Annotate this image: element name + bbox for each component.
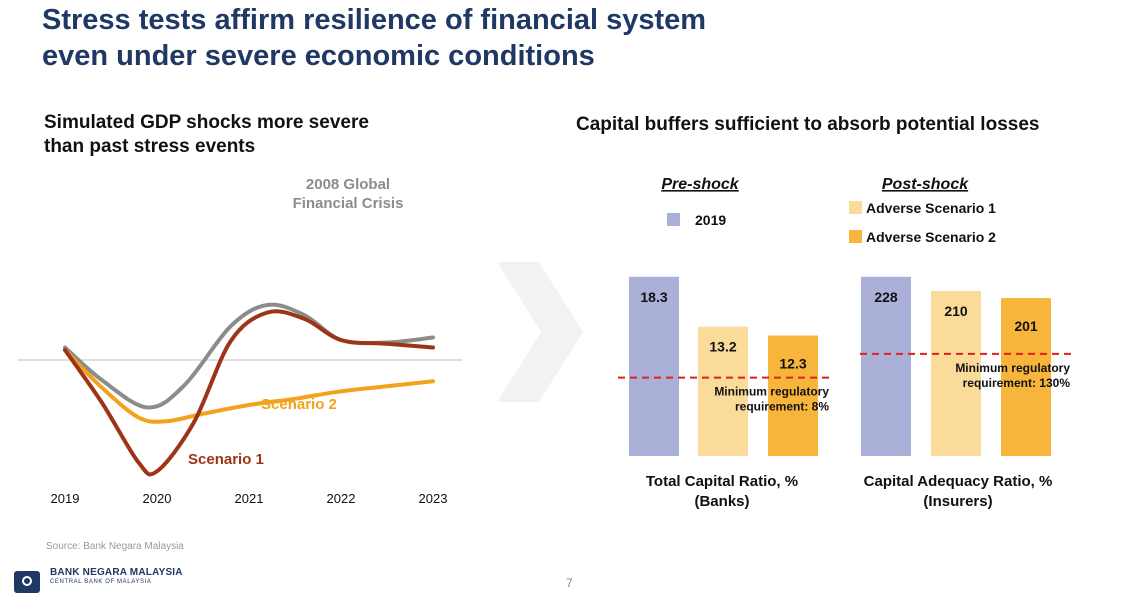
group-label-line-2: (Insurers) — [923, 493, 992, 510]
scenario-1-line — [63, 309, 435, 477]
page-number: 7 — [566, 576, 573, 590]
bank-subname: CENTRAL BANK OF MALAYSIA — [50, 579, 152, 585]
page-title: Stress tests affirm resilience of financ… — [42, 2, 706, 74]
pre-shock-heading: Pre-shock — [661, 176, 739, 193]
right-chart-heading: Capital buffers sufficient to absorb pot… — [576, 114, 1040, 135]
bar-0-1 — [698, 326, 748, 456]
page-title-line-1: Stress tests affirm resilience of financ… — [42, 4, 707, 36]
left-heading-line-1: Simulated GDP shocks more severe — [44, 112, 369, 133]
bar-1-1 — [931, 290, 981, 456]
legend-adverse-scenario-2-swatch — [849, 230, 862, 243]
chevron-right-icon — [497, 262, 583, 402]
legend-adverse-scenario-1-swatch — [849, 201, 862, 214]
bar-value-label: 201 — [1014, 318, 1038, 334]
bar-value-label: 210 — [944, 303, 968, 319]
x-tick-label: 2021 — [235, 491, 264, 506]
x-tick-label: 2022 — [327, 491, 356, 506]
x-tick-label: 2023 — [419, 491, 448, 506]
legend-adverse-scenario-2-label: Adverse Scenario 2 — [866, 229, 996, 245]
bar-1-0 — [861, 276, 911, 456]
gdp-line-chart: 2019 2020 2021 2022 2023 2008 Global Financial… — [18, 176, 462, 506]
x-tick-label: 2020 — [143, 491, 172, 506]
gfc-label-line-1: 2008 Global — [306, 176, 390, 193]
group-label-line-2: (Banks) — [694, 493, 749, 510]
bank-name: BANK NEGARA MALAYSIA — [50, 567, 183, 578]
bar-1-2 — [1001, 298, 1051, 456]
bank-logo: BANK NEGARA MALAYSIA CENTRAL BANK OF MAL… — [14, 567, 183, 593]
bar-value-label: 228 — [874, 289, 898, 305]
group-label-line-1: Capital Adequacy Ratio, % — [864, 473, 1053, 490]
bar-0-0 — [629, 276, 679, 456]
bank-emblem-icon — [14, 571, 40, 593]
bar-value-label: 12.3 — [779, 356, 806, 372]
bar-value-label: 13.2 — [709, 339, 736, 355]
source-note: Source: Bank Negara Malaysia — [46, 541, 184, 552]
min-regulatory-label-line-2: requirement: 8% — [735, 400, 829, 414]
scenario-2-label: Scenario 2 — [261, 396, 337, 413]
group-label-line-1: Total Capital Ratio, % — [646, 473, 798, 490]
legend-2019-swatch — [667, 213, 680, 226]
bar-value-label: 18.3 — [640, 289, 667, 305]
min-regulatory-label-line-1: Minimum regulatory — [955, 361, 1070, 375]
legend-adverse-scenario-1-label: Adverse Scenario 1 — [866, 200, 996, 216]
scenario-2-line — [63, 348, 435, 424]
page-title-line-2: even under severe economic conditions — [42, 40, 595, 72]
capital-bar-chart: Pre-shock Post-shock 2019 Adverse Scenario … — [618, 176, 1072, 510]
bar-0-2 — [768, 335, 818, 456]
min-regulatory-label-line-1: Minimum regulatory — [714, 385, 829, 399]
gfc-label-line-2: Financial Crisis — [293, 195, 404, 212]
post-shock-heading: Post-shock — [882, 176, 969, 193]
legend-2019-label: 2019 — [695, 212, 726, 228]
left-chart-heading: Simulated GDP shocks more severe than pa… — [44, 111, 369, 159]
min-regulatory-label-line-2: requirement: 130% — [963, 376, 1071, 390]
scenario-1-label: Scenario 1 — [188, 451, 264, 468]
x-tick-label: 2019 — [51, 491, 80, 506]
left-heading-line-2: than past stress events — [44, 136, 256, 157]
